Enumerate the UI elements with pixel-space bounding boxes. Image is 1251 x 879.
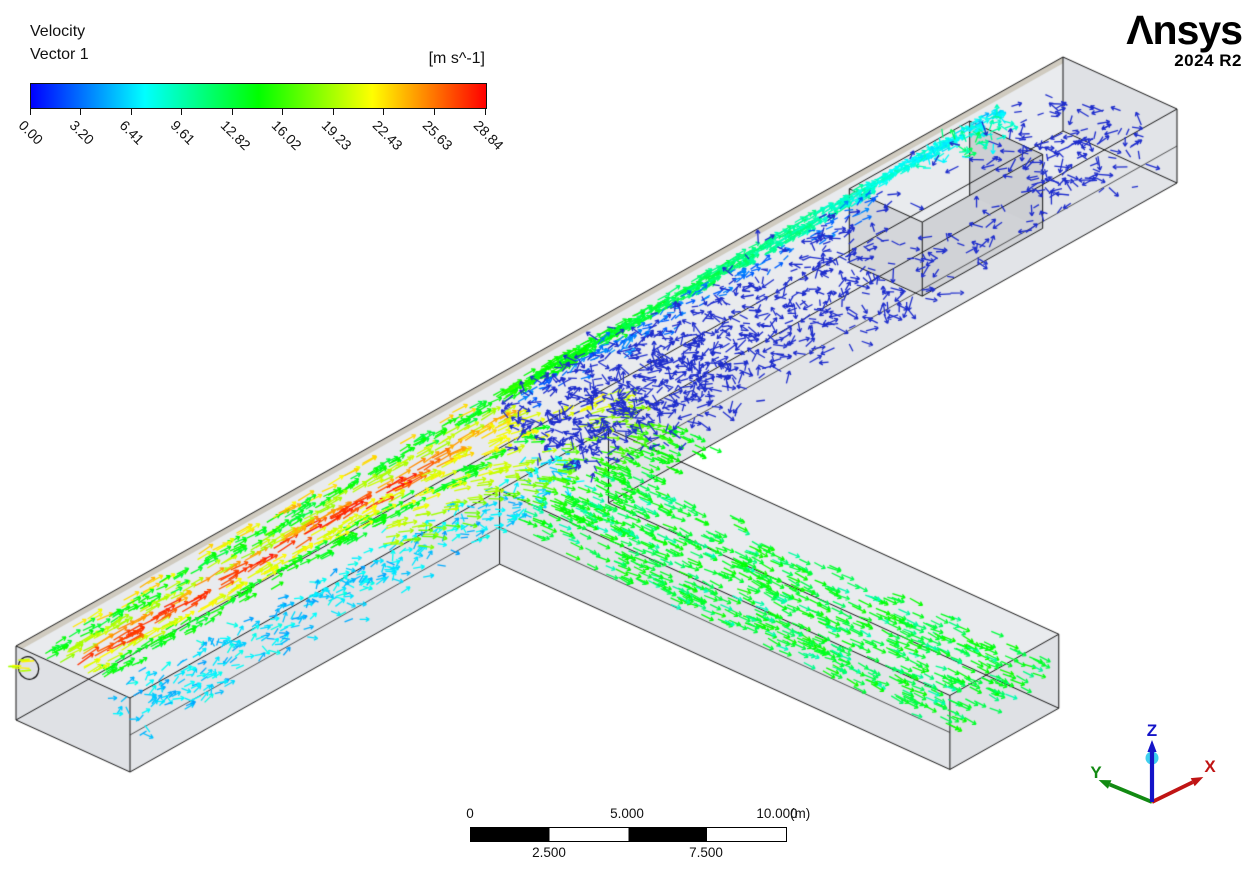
- ruler-unit-label: (m): [790, 806, 811, 821]
- colorbar-tick-label: 28.84: [470, 117, 507, 154]
- legend-units: [m s^-1]: [428, 50, 485, 67]
- ruler-label: 0: [466, 806, 474, 821]
- colorbar-tick: [484, 109, 486, 115]
- colorbar: [30, 83, 487, 109]
- colorbar-legend: Velocity Vector 1 [m s^-1] 0.00 3.20 6.41 9…: [0, 0, 560, 200]
- colorbar-tick-label: 22.43: [369, 117, 406, 154]
- legend-subtitle: Vector 1: [30, 46, 89, 63]
- ansys-logo: Λnsys 2024 R2: [1126, 7, 1243, 71]
- colorbar-tick-label: 12.82: [217, 117, 255, 154]
- colorbar-tick: [231, 109, 233, 115]
- ruler-bar: [470, 827, 787, 842]
- ansys-version: 2024 R2: [1174, 51, 1242, 70]
- colorbar-tick-label: 16.02: [268, 117, 305, 154]
- axis-triad: Y X Z: [1090, 721, 1216, 804]
- colorbar-tick-label: 6.41: [116, 117, 148, 148]
- triad-axis-label: X: [1204, 757, 1216, 776]
- ruler-label: 10.000: [756, 806, 798, 821]
- ansys-logo-rest: nsys: [1152, 7, 1243, 53]
- ruler-label: 7.500: [689, 845, 723, 860]
- triad-axis-label: Z: [1147, 721, 1157, 740]
- colorbar-tick: [130, 109, 132, 115]
- triad-axis-label: Y: [1090, 763, 1102, 782]
- colorbar-tick-label: 0.00: [15, 117, 47, 148]
- colorbar-tick-label: 19.23: [319, 117, 356, 154]
- colorbar-tick: [181, 109, 183, 115]
- colorbar-tick-label: 3.20: [66, 117, 97, 148]
- colorbar-tick: [332, 109, 334, 115]
- legend-title: Velocity: [30, 23, 86, 40]
- scale-ruler: 0 5.000 10.000 (m) 2.500 7.500: [466, 806, 810, 868]
- ansys-logo-text: Λnsys: [1126, 7, 1243, 53]
- ansys-logo-mark: Λ: [1126, 7, 1153, 53]
- colorbar-tick-label: 25.63: [420, 117, 457, 154]
- colorbar-tick-label: 9.61: [167, 117, 198, 148]
- colorbar-tick: [282, 109, 284, 115]
- colorbar-tick: [433, 109, 435, 115]
- ruler-label: 2.500: [532, 845, 566, 860]
- colorbar-tick: [383, 109, 385, 115]
- colorbar-tick: [29, 109, 31, 115]
- colorbar-tick: [80, 109, 82, 115]
- ruler-label: 5.000: [610, 806, 644, 821]
